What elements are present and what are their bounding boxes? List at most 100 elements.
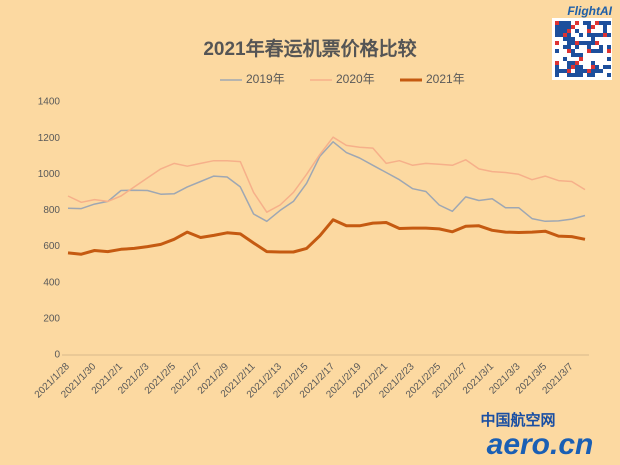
qr-cell: [603, 33, 607, 37]
qr-cell: [571, 73, 575, 77]
qr-cell: [555, 49, 559, 53]
y-tick-label: 1200: [38, 133, 61, 144]
series-line: [67, 141, 586, 223]
qr-cell: [555, 21, 559, 25]
qr-cell: [571, 49, 575, 53]
qr-cell: [587, 45, 591, 49]
qr-cell: [575, 29, 579, 33]
qr-cell: [571, 37, 575, 41]
qr-cell: [571, 61, 575, 65]
qr-cell: [595, 69, 599, 73]
qr-cell: [575, 61, 579, 65]
qr-cell: [575, 65, 579, 69]
qr-cell: [591, 33, 595, 37]
qr-cell: [567, 49, 571, 53]
qr-cell: [575, 21, 579, 25]
qr-cell: [607, 21, 611, 25]
qr-cell: [579, 53, 583, 57]
qr-cell: [555, 69, 559, 73]
qr-cell: [575, 69, 579, 73]
qr-cell: [555, 73, 559, 77]
qr-cell: [595, 41, 599, 45]
qr-cell: [579, 33, 583, 37]
y-tick-label: 0: [54, 350, 60, 361]
qr-cell: [555, 33, 559, 37]
qr-cell: [591, 65, 595, 69]
series-line: [67, 218, 586, 256]
qr-cell: [603, 65, 607, 69]
qr-cell: [591, 41, 595, 45]
qr-cell: [595, 49, 599, 53]
qr-cell: [575, 53, 579, 57]
qr-cell: [579, 73, 583, 77]
qr-code: [552, 18, 612, 80]
y-tick-label: 1000: [38, 169, 61, 180]
qr-cell: [583, 69, 587, 73]
qr-cell: [563, 33, 567, 37]
qr-cell: [575, 45, 579, 49]
qr-cell: [599, 69, 603, 73]
qr-cell: [563, 29, 567, 33]
qr-cell: [563, 57, 567, 61]
qr-cell: [555, 61, 559, 65]
qr-cell: [607, 57, 611, 61]
qr-cell: [603, 29, 607, 33]
qr-cell: [567, 65, 571, 69]
qr-cell: [555, 29, 559, 33]
qr-cell: [591, 69, 595, 73]
qr-cell: [607, 73, 611, 77]
qr-cell: [567, 41, 571, 45]
qr-cell: [587, 33, 591, 37]
qr-cell: [579, 41, 583, 45]
qr-cell: [567, 25, 571, 29]
y-tick-label: 1400: [38, 97, 61, 108]
qr-cell: [599, 21, 603, 25]
legend-label: 2021年: [426, 72, 465, 86]
qr-cell: [591, 73, 595, 77]
qr-cell: [595, 21, 599, 25]
qr-cell: [563, 25, 567, 29]
qr-cell: [599, 45, 603, 49]
qr-cell: [587, 21, 591, 25]
qr-cell: [571, 25, 575, 29]
qr-cell: [563, 69, 567, 73]
qr-cell: [563, 37, 567, 41]
qr-cell: [599, 33, 603, 37]
qr-cell: [587, 69, 591, 73]
y-tick-label: 600: [43, 241, 60, 252]
qr-cell: [591, 61, 595, 65]
qr-cell: [575, 41, 579, 45]
qr-cell: [579, 65, 583, 69]
y-tick-label: 800: [43, 205, 60, 216]
qr-cell: [587, 25, 591, 29]
qr-cell: [587, 41, 591, 45]
qr-cell: [587, 73, 591, 77]
qr-cell: [567, 61, 571, 65]
qr-cell: [607, 65, 611, 69]
qr-cell: [603, 21, 607, 25]
qr-cell: [591, 25, 595, 29]
qr-cell: [555, 65, 559, 69]
chart-title: 2021年春运机票价格比较: [203, 37, 416, 60]
qr-cell: [555, 41, 559, 45]
qr-cell: [559, 25, 563, 29]
qr-cell: [567, 73, 571, 77]
qr-cell: [595, 65, 599, 69]
qr-cell: [607, 49, 611, 53]
qr-cell: [607, 33, 611, 37]
qr-cell: [587, 29, 591, 33]
qr-cell: [559, 69, 563, 73]
qr-cell: [567, 37, 571, 41]
brand-logo: FlightAI: [567, 4, 612, 18]
qr-cell: [563, 45, 567, 49]
qr-cell: [567, 45, 571, 49]
legend-label: 2019年: [246, 72, 285, 86]
y-tick-label: 200: [43, 313, 60, 324]
qr-cell: [579, 57, 583, 61]
series-line: [67, 136, 586, 213]
legend-label: 2020年: [336, 72, 375, 86]
qr-cell: [587, 49, 591, 53]
qr-cell: [567, 29, 571, 33]
qr-cell: [567, 21, 571, 25]
